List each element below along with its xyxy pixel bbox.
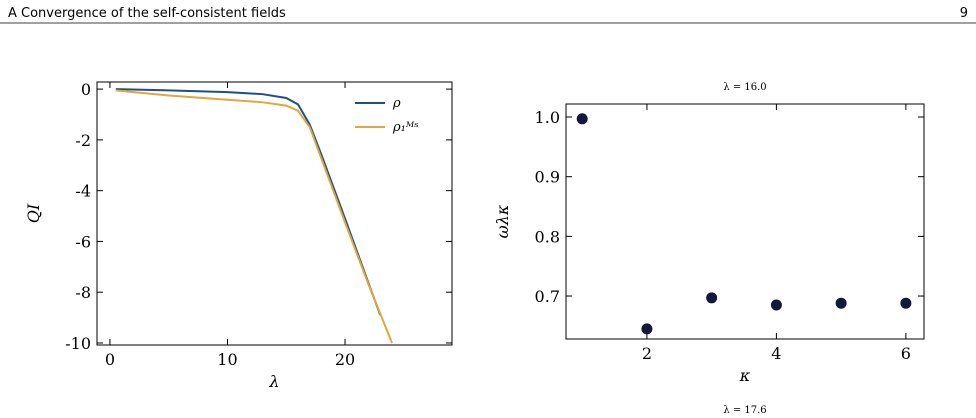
x-tick-label: 20	[335, 350, 355, 369]
y-tick-label: 0.8	[535, 227, 560, 246]
y-tick-label: -2	[75, 131, 91, 150]
y-tick-label: 1.0	[535, 108, 560, 127]
legend-label: ρ₁ᴹˢ	[392, 120, 419, 135]
point	[641, 323, 653, 335]
header-title: A Convergence of the self-consistent fie…	[8, 6, 286, 21]
chart-title: λ = 16.0	[723, 82, 766, 93]
plot-frame	[565, 103, 925, 340]
y-tick-label: -4	[75, 182, 91, 201]
x-tick-label: 4	[771, 344, 781, 363]
next-chart-title: λ = 17.6	[723, 405, 766, 416]
point	[835, 297, 847, 309]
x-tick-label: 2	[642, 344, 652, 363]
x-tick-label: 6	[901, 344, 911, 363]
legend-label: ρ	[392, 96, 401, 111]
x-tick-label: 10	[217, 350, 237, 369]
x-tick-label: 0	[105, 350, 115, 369]
series-line	[115, 89, 393, 344]
y-tick-label: 0	[81, 80, 91, 99]
y-tick-label: 0.7	[535, 287, 560, 306]
series-line	[115, 88, 382, 316]
y-tick-label: -6	[75, 232, 91, 251]
x-axis-label: κ	[739, 366, 751, 385]
point	[576, 113, 588, 125]
plot-frame	[96, 81, 453, 346]
y-axis-label: ωλκ	[493, 204, 512, 238]
page-number: 9	[960, 6, 968, 21]
y-tick-label: 0.9	[535, 168, 560, 187]
x-axis-label: λ	[268, 372, 279, 391]
point	[900, 297, 912, 309]
y-tick-label: -8	[75, 283, 91, 302]
point	[706, 292, 718, 304]
point	[770, 299, 782, 311]
y-tick-label: -10	[65, 334, 91, 353]
y-axis-label: QI	[24, 203, 43, 223]
